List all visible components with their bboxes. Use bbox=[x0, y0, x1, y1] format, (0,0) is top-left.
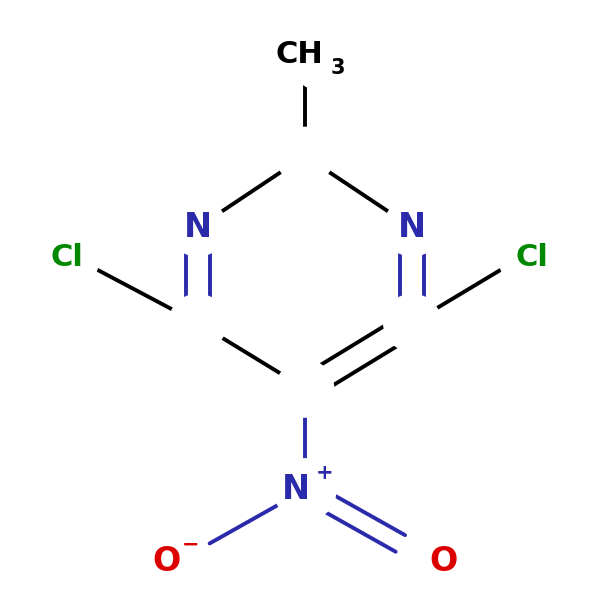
Text: N: N bbox=[282, 473, 310, 506]
Text: Cl: Cl bbox=[50, 243, 83, 272]
Text: O: O bbox=[429, 545, 458, 578]
Circle shape bbox=[169, 294, 226, 351]
Circle shape bbox=[384, 294, 441, 351]
Circle shape bbox=[34, 224, 99, 290]
Text: CH: CH bbox=[275, 40, 323, 69]
Circle shape bbox=[276, 127, 334, 185]
Circle shape bbox=[276, 360, 334, 417]
Circle shape bbox=[499, 224, 564, 290]
Circle shape bbox=[384, 199, 441, 256]
Text: −: − bbox=[182, 534, 199, 554]
Text: N: N bbox=[398, 211, 426, 244]
Text: Cl: Cl bbox=[515, 243, 548, 272]
Circle shape bbox=[287, 19, 359, 90]
Text: 3: 3 bbox=[331, 58, 345, 77]
Text: +: + bbox=[315, 463, 333, 483]
Text: O: O bbox=[152, 545, 181, 578]
Circle shape bbox=[274, 459, 336, 521]
Text: N: N bbox=[184, 211, 212, 244]
Circle shape bbox=[143, 530, 205, 592]
Circle shape bbox=[405, 530, 467, 592]
Circle shape bbox=[169, 199, 226, 256]
